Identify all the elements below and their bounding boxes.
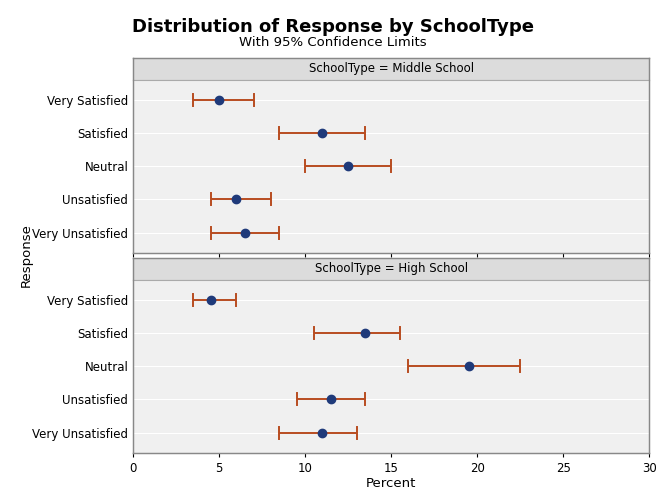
- Text: With 95% Confidence Limits: With 95% Confidence Limits: [239, 36, 427, 49]
- Text: SchoolType = High School: SchoolType = High School: [315, 262, 468, 275]
- Text: SchoolType = Middle School: SchoolType = Middle School: [309, 62, 474, 75]
- Text: Response: Response: [20, 223, 33, 287]
- Text: Distribution of Response by SchoolType: Distribution of Response by SchoolType: [132, 18, 534, 36]
- Text: Percent: Percent: [366, 477, 416, 490]
